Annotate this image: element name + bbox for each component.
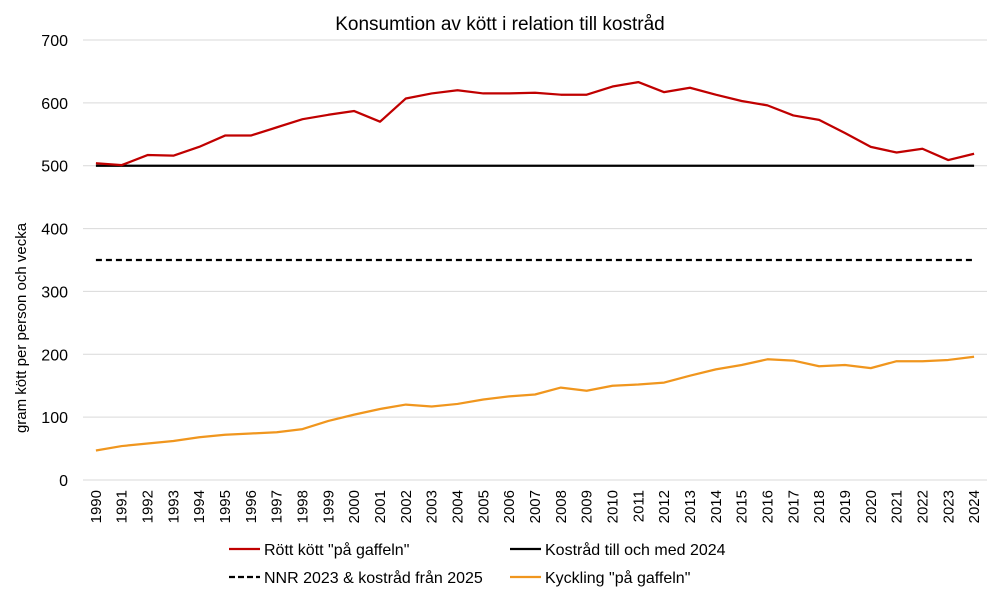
x-tick-label: 2003 — [424, 490, 441, 523]
x-tick-label: 2001 — [372, 490, 389, 523]
legend-label: Kostråd till och med 2024 — [545, 541, 726, 559]
x-tick-label: 2024 — [966, 490, 983, 523]
y-tick-label: 100 — [41, 410, 68, 427]
x-tick-label: 1991 — [114, 490, 131, 523]
x-tick-label: 2002 — [398, 490, 415, 523]
y-tick-label: 200 — [41, 347, 68, 364]
y-tick-label: 500 — [41, 159, 68, 176]
x-tick-label: 2012 — [656, 490, 673, 523]
x-tick-label: 2011 — [630, 490, 647, 522]
x-tick-labels: 1990 1991 1992 1993 1994 1995 1996 1997 1998 1999… — [88, 490, 983, 523]
x-tick-label: 2008 — [553, 490, 570, 523]
x-tick-label: 2006 — [501, 490, 518, 523]
x-tick-label: 2016 — [759, 490, 776, 523]
y-axis-label: gram kött per person och vecka — [13, 222, 30, 433]
y-tick-label: 600 — [41, 96, 68, 113]
y-tick-label: 300 — [41, 284, 68, 301]
y-tick-label: 400 — [41, 222, 68, 239]
y-tick-label: 700 — [41, 33, 68, 50]
x-tick-label: 1993 — [165, 490, 182, 523]
series-line-0 — [95, 80, 975, 167]
y-tick-label: 0 — [59, 473, 68, 490]
x-tick-label: 2004 — [450, 490, 467, 523]
x-tick-label: 2023 — [940, 490, 957, 523]
x-tick-label: 2009 — [579, 490, 596, 523]
x-tick-label: 2015 — [734, 490, 751, 523]
x-tick-label: 1998 — [295, 490, 312, 523]
x-tick-label: 2005 — [475, 490, 492, 523]
x-tick-label: 2018 — [811, 490, 828, 523]
x-tick-label: 1999 — [320, 490, 337, 523]
x-tick-label: 1994 — [191, 490, 208, 523]
series-lines — [95, 80, 975, 452]
x-tick-label: 2022 — [914, 490, 931, 523]
legend-label: Kyckling "på gaffeln" — [545, 569, 690, 587]
chart-title: Konsumtion av kött i relation till kostr… — [335, 14, 665, 35]
x-tick-label: 2010 — [604, 490, 621, 523]
legend-label: NNR 2023 & kostråd från 2025 — [264, 569, 483, 587]
x-tick-label: 1997 — [269, 490, 286, 523]
x-tick-label: 2021 — [889, 490, 906, 523]
legend-label: Rött kött "på gaffeln" — [264, 541, 409, 559]
x-tick-label: 2017 — [785, 490, 802, 523]
x-tick-label: 2014 — [708, 490, 725, 523]
x-tick-label: 2019 — [837, 490, 854, 523]
y-tick-labels: 0 100 200 300 400 500 600 700 — [41, 33, 68, 490]
x-tick-label: 1995 — [217, 490, 234, 523]
x-tick-label: 2013 — [682, 490, 699, 523]
x-tick-label: 1996 — [243, 490, 260, 523]
series-line-3 — [95, 355, 975, 452]
x-tick-label: 2020 — [863, 490, 880, 523]
legend: Rött kött "på gaffeln" Kostråd till och m… — [229, 541, 726, 587]
x-tick-label: 2007 — [527, 490, 544, 523]
x-tick-label: 1990 — [88, 490, 105, 523]
x-tick-label: 1992 — [140, 490, 157, 523]
x-tick-label: 2000 — [346, 490, 363, 523]
